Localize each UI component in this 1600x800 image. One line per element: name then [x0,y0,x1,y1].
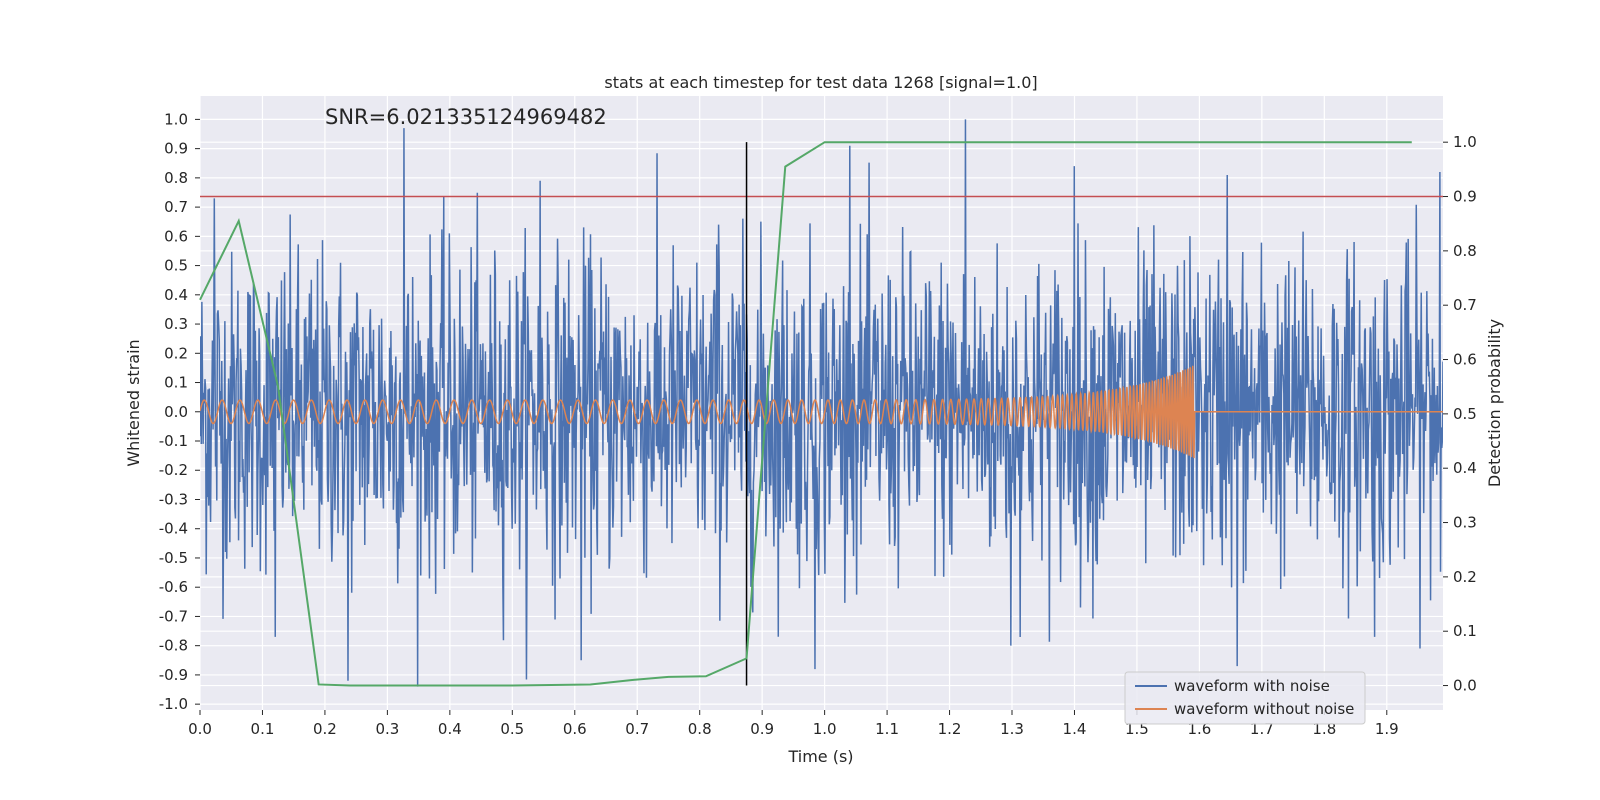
series-waveform-with-noise [200,119,1443,687]
y2-tick-label-2: 0.2 [1453,568,1477,586]
x-tick-label-10: 1.0 [813,720,837,738]
y2-ticks: 0.0 0.1 0.2 0.3 0.4 0.5 0.6 0.7 0.8 0.9 1.0 [1443,133,1477,695]
y-tick-label-12: 0.2 [164,344,188,362]
y-axis-label: Whitened strain [124,339,143,466]
x-tick-label-11: 1.1 [875,720,899,738]
y-tick-label-18: 0.8 [164,169,188,187]
y2-axis-label: Detection probability [1485,319,1504,487]
x-tick-label-3: 0.3 [375,720,399,738]
snr-annotation: SNR=6.021335124969482 [325,105,607,129]
y-tick-label-7: -0.3 [159,490,188,508]
x-tick-label-8: 0.8 [688,720,712,738]
y-ticks: -1.0 -0.9 -0.8 -0.7 -0.6 -0.5 -0.4 -0.3 -0.2 -0.1… [159,110,200,713]
y-tick-label-15: 0.5 [164,257,188,275]
y-tick-label-3: -0.7 [159,607,188,625]
legend-box [1124,671,1366,725]
x-tick-label-19: 1.9 [1375,720,1399,738]
x-tick-label-14: 1.4 [1063,720,1087,738]
y2-tick-label-3: 0.3 [1453,514,1477,532]
y2-tick-label-9: 0.9 [1453,188,1477,206]
x-tick-label-7: 0.7 [625,720,649,738]
legend: waveform with noise waveform without noi… [1124,671,1366,725]
y-tick-label-2: -0.8 [159,637,188,655]
y2-tick-label-5: 0.5 [1453,405,1477,423]
y-tick-label-19: 0.9 [164,140,188,158]
x-tick-label-0: 0.0 [188,720,212,738]
y-tick-label-0: -1.0 [159,695,188,713]
overlay-layer [199,141,1443,687]
y2-tick-label-8: 0.8 [1453,242,1477,260]
x-tick-label-1: 0.1 [251,720,275,738]
y-tick-label-10: 0.0 [164,403,188,421]
x-tick-label-13: 1.3 [1000,720,1024,738]
y2-tick-label-6: 0.6 [1453,351,1477,369]
x-tick-label-6: 0.6 [563,720,587,738]
y2-tick-label-4: 0.4 [1453,459,1477,477]
y-tick-label-8: -0.2 [159,461,188,479]
y-tick-label-1: -0.9 [159,666,188,684]
y-tick-label-14: 0.4 [164,286,188,304]
x-tick-label-9: 0.9 [750,720,774,738]
y-tick-label-5: -0.5 [159,549,188,567]
y-tick-label-6: -0.4 [159,520,188,538]
legend-label-clean: waveform without noise [1174,700,1354,718]
y-tick-label-13: 0.3 [164,315,188,333]
x-tick-label-12: 1.2 [938,720,962,738]
legend-label-noise: waveform with noise [1174,677,1330,695]
series-detection-probability [199,141,1412,687]
y2-tick-label-7: 0.7 [1453,296,1477,314]
y-tick-label-16: 0.6 [164,227,188,245]
series-waveform-without-noise [200,365,1443,459]
y-tick-label-20: 1.0 [164,110,188,128]
series-layer [200,119,1443,687]
x-axis-label: Time (s) [787,747,853,766]
y-tick-label-9: -0.1 [159,432,188,450]
x-tick-label-4: 0.4 [438,720,462,738]
y-tick-label-11: 0.1 [164,374,188,392]
y-tick-label-4: -0.6 [159,578,188,596]
x-tick-label-2: 0.2 [313,720,337,738]
y2-tick-label-10: 1.0 [1453,133,1477,151]
y-tick-label-17: 0.7 [164,198,188,216]
chart-title: stats at each timestep for test data 126… [604,73,1037,92]
x-tick-label-5: 0.5 [500,720,524,738]
y2-tick-label-1: 0.1 [1453,622,1477,640]
y2-tick-label-0: 0.0 [1453,677,1477,695]
